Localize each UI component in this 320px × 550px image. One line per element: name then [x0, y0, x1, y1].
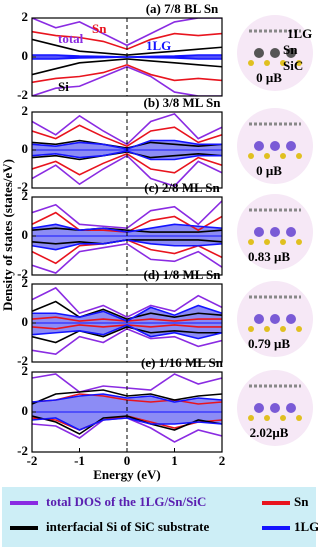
legend-box: [2, 487, 316, 547]
atom: [264, 415, 270, 421]
y-tick-label: -2: [17, 443, 28, 458]
legend-label: interfacial Si of SiC substrate: [46, 519, 209, 534]
series-label: Sn: [92, 21, 107, 36]
atom: [254, 403, 264, 413]
magnetic-moment: 0.79 μB: [248, 336, 290, 351]
atom: [264, 153, 270, 159]
x-tick-label: 1: [171, 453, 178, 468]
y-tick-label: -2: [17, 353, 28, 368]
dos-line: [32, 124, 222, 148]
y-tick-label: -2: [17, 87, 28, 102]
legend-label: 1LG: [294, 519, 318, 534]
atom: [286, 141, 296, 151]
atom: [270, 48, 280, 58]
x-tick-label: -1: [74, 453, 85, 468]
atom: [296, 239, 302, 245]
x-tick-label: 2: [219, 453, 226, 468]
structure-label: Sn: [283, 42, 298, 57]
atom: [270, 403, 280, 413]
y-tick-label: 0: [22, 403, 29, 418]
atom: [270, 141, 280, 151]
atom: [286, 314, 296, 324]
magnetic-moment: 2.02μB: [250, 425, 289, 440]
dos-line: [32, 227, 222, 233]
magnetic-moment: 0 μB: [256, 163, 282, 178]
x-axis-label: Energy (eV): [93, 467, 161, 482]
series-label: 1LG: [146, 38, 171, 53]
dos-line: [32, 324, 222, 340]
dos-line: [32, 63, 222, 84]
y-tick-label: 2: [22, 103, 29, 118]
x-tick-label: 0: [124, 453, 131, 468]
atom: [248, 239, 254, 245]
panel-title: (c) 2/8 ML Sn: [144, 180, 220, 195]
y-tick-label: 0: [22, 141, 29, 156]
dos-line: [32, 58, 222, 76]
magnetic-moment: 0.83 μB: [248, 249, 290, 264]
atom: [248, 60, 254, 66]
atom: [280, 326, 286, 332]
atom: [296, 60, 302, 66]
plot-area: [32, 112, 222, 188]
atom: [270, 227, 280, 237]
atom: [286, 227, 296, 237]
series-label: Si: [58, 79, 69, 94]
y-tick-label: 0: [22, 314, 29, 329]
atom: [248, 326, 254, 332]
series-label: total: [58, 31, 84, 46]
atom: [280, 153, 286, 159]
dos-line: [32, 393, 222, 403]
structure-label: SiC: [283, 58, 303, 73]
atom: [296, 326, 302, 332]
panel-title: (d) 1/8 ML Sn: [144, 267, 222, 282]
atom: [254, 141, 264, 151]
atom: [264, 60, 270, 66]
atom: [264, 239, 270, 245]
atom: [248, 415, 254, 421]
magnetic-moment: 0 μB: [256, 70, 282, 85]
legend-label: total DOS of the 1LG/Sn/SiC: [46, 494, 206, 509]
dos-line: [32, 152, 222, 176]
atom: [248, 153, 254, 159]
atom: [280, 415, 286, 421]
atom: [254, 48, 264, 58]
atom: [254, 314, 264, 324]
legend-label: Sn: [294, 494, 309, 509]
panel-title: (a) 7/8 BL Sn: [146, 1, 219, 16]
atom: [286, 48, 296, 58]
atom: [286, 403, 296, 413]
y-tick-label: -2: [17, 266, 28, 281]
dos-line: [32, 18, 222, 47]
dos-line: [32, 151, 222, 161]
atom: [296, 415, 302, 421]
atom: [270, 314, 280, 324]
y-tick-label: 2: [22, 9, 29, 24]
y-axis-label: Density of states (states/eV): [0, 159, 15, 311]
panel-title: (b) 3/8 ML Sn: [144, 95, 222, 110]
dos-line: [32, 242, 222, 274]
y-tick-label: -2: [17, 179, 28, 194]
x-tick-label: -2: [27, 453, 38, 468]
panel-title: (e) 1/16 ML Sn: [141, 355, 224, 370]
dos-line: [32, 112, 222, 146]
structure-label: 1LG: [287, 26, 312, 41]
atom: [280, 60, 286, 66]
y-tick-label: 2: [22, 188, 29, 203]
atom: [254, 227, 264, 237]
y-tick-label: 2: [22, 363, 29, 378]
atom: [280, 239, 286, 245]
dos-line: [32, 286, 222, 319]
dos-line: [32, 65, 222, 96]
atom: [264, 326, 270, 332]
atom: [296, 153, 302, 159]
y-tick-label: 0: [22, 227, 29, 242]
y-tick-label: 0: [22, 48, 29, 63]
y-tick-label: 2: [22, 275, 29, 290]
